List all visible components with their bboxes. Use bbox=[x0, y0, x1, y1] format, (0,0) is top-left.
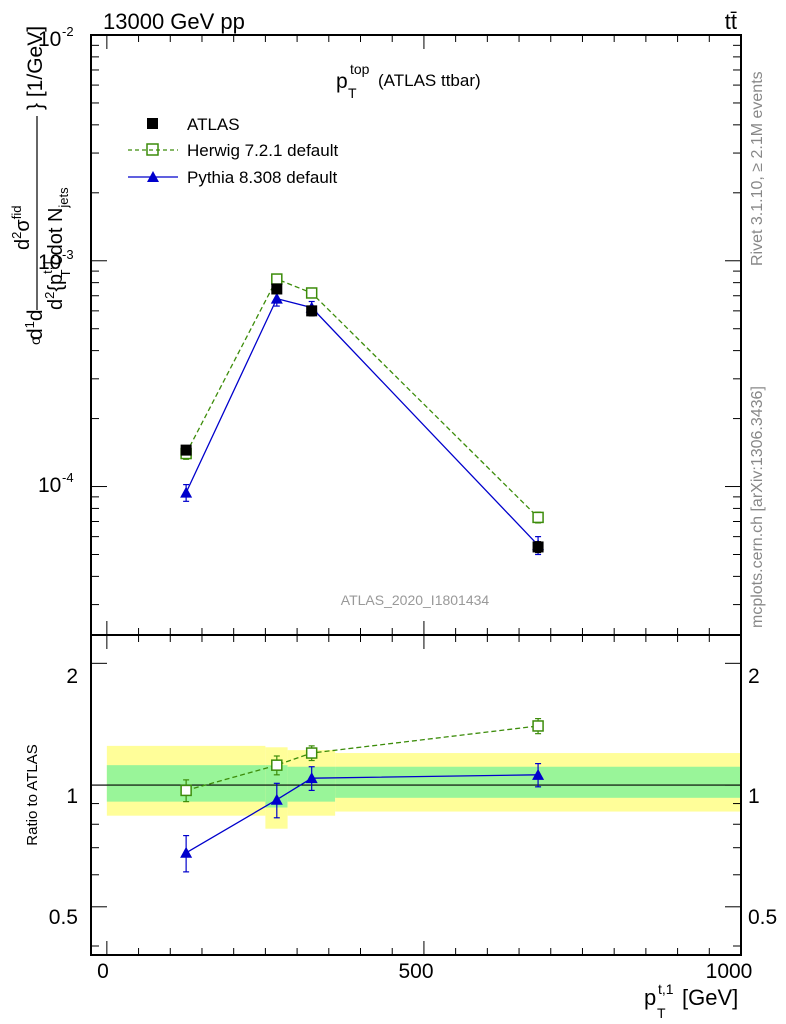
pythia-ratio-point-2 bbox=[305, 772, 318, 784]
ylabel-d2: d bbox=[24, 309, 47, 321]
ylabel-2a: 2 bbox=[9, 232, 24, 239]
rivet-label: Rivet 3.1.10, ≥ 2.1M events bbox=[749, 71, 766, 266]
ylabel-sigma-fraction: σ bbox=[27, 336, 43, 345]
ylabel-1: 1 bbox=[22, 321, 37, 328]
ratio-panel-frame bbox=[90, 634, 742, 956]
pythia-point-0 bbox=[180, 486, 193, 498]
atlas-point-2 bbox=[306, 305, 318, 317]
ylabel-t1: t,1 bbox=[40, 259, 55, 273]
xlabel-sup: t,1 bbox=[658, 981, 674, 997]
svg-text:10: 10 bbox=[38, 474, 61, 497]
ratio-tick-label-0.5-right: 0.5 bbox=[748, 906, 777, 929]
pythia-ratio-point-1 bbox=[270, 793, 283, 805]
ylabel-T: T bbox=[58, 269, 73, 277]
pythia-point-1 bbox=[270, 292, 283, 304]
legend-marker-herwig bbox=[146, 143, 159, 156]
herwig-ratio-line bbox=[185, 725, 539, 792]
legend-label-atlas: ATLAS bbox=[187, 115, 240, 134]
svg-text:-4: -4 bbox=[62, 470, 74, 485]
energy-label: 13000 GeV pp bbox=[103, 9, 245, 34]
pythia-ratio-point-3 bbox=[532, 768, 545, 780]
mcplots-label: mcplots.cern.ch [arXiv:1306.3436] bbox=[749, 386, 766, 628]
ratio-tick-label-0.5: 0.5 bbox=[49, 906, 78, 929]
ratio-tick-label-2: 2 bbox=[66, 665, 78, 688]
ylabel-sigma2: σ bbox=[12, 219, 34, 232]
ylabel-d4: d bbox=[45, 299, 67, 310]
legend-marker-atlas bbox=[147, 118, 158, 129]
x-tick-label-500: 500 bbox=[398, 960, 433, 983]
svg-text:d1d: d1d bbox=[22, 309, 47, 340]
ylabel-d1: d bbox=[24, 328, 47, 340]
ratio-tick-label-2-right: 2 bbox=[748, 665, 760, 688]
title-sub: T bbox=[348, 85, 357, 101]
xlabel-p: p bbox=[644, 985, 656, 1010]
plot-frames bbox=[90, 34, 742, 956]
xlabel-unit: [GeV] bbox=[682, 985, 738, 1010]
herwig-ratio-point-0 bbox=[180, 784, 192, 797]
pythia-ratio-point-0 bbox=[180, 846, 193, 858]
pythia-ratio-line bbox=[185, 774, 539, 854]
herwig-ratio-point-1 bbox=[271, 759, 283, 771]
legend-label-pythia: Pythia 8.308 default bbox=[187, 168, 338, 187]
y-axis-label: d1d σ d2σfid d2{pt,1 Tcdot Njets } [1/GeV… bbox=[9, 26, 73, 345]
svg-text:d2σfid: d2σfid bbox=[9, 206, 34, 250]
svg-text:-3: -3 bbox=[62, 247, 74, 262]
ylabel-cdot: cdot N bbox=[45, 208, 67, 266]
herwig-point-1 bbox=[271, 273, 283, 285]
ratio-tick-label-1-right: 1 bbox=[748, 785, 760, 808]
herwig-ratio-point-2 bbox=[305, 747, 318, 759]
pythia-line bbox=[185, 297, 539, 546]
legend-label-herwig: Herwig 7.2.1 default bbox=[187, 141, 338, 160]
legend: ATLAS Herwig 7.2.1 default Pythia 8.308 … bbox=[128, 115, 338, 187]
plot-title: p top T (ATLAS ttbar) bbox=[336, 61, 481, 101]
main-panel-series bbox=[180, 273, 545, 556]
title-main: p bbox=[336, 70, 348, 93]
title-sup: top bbox=[350, 61, 370, 77]
x-axis-label: p t,1 T [GeV] bbox=[644, 981, 738, 1021]
svg-text:10: 10 bbox=[38, 251, 61, 274]
atlas-point-1 bbox=[271, 283, 283, 295]
y-tick-label-1e-4: 10 -4 bbox=[38, 470, 74, 497]
process-label: tt̄ bbox=[725, 9, 737, 34]
svg-text:10: 10 bbox=[38, 28, 61, 51]
ylabel-d3: d bbox=[12, 239, 34, 250]
herwig-point-3 bbox=[532, 511, 544, 524]
svg-text:-2: -2 bbox=[62, 24, 74, 39]
ylabel-unit: } [1/GeV] bbox=[24, 26, 47, 110]
ylabel-fid: fid bbox=[9, 206, 24, 220]
herwig-point-2 bbox=[305, 287, 318, 299]
title-rest: (ATLAS ttbar) bbox=[378, 71, 481, 90]
herwig-ratio-point-3 bbox=[532, 720, 544, 732]
xlabel-sub: T bbox=[657, 1005, 666, 1021]
atlas-point-0 bbox=[180, 444, 192, 456]
ylabel-2b: 2 bbox=[42, 292, 57, 299]
x-tick-label-0: 0 bbox=[97, 960, 109, 983]
y-tick-label-1e-2: 10 -2 bbox=[38, 24, 74, 51]
ratio-y-axis-label: Ratio to ATLAS bbox=[24, 744, 41, 845]
ylabel-sigma: σ bbox=[27, 336, 43, 345]
ylabel-jets: jets bbox=[56, 187, 71, 209]
analysis-tag: ATLAS_2020_I1801434 bbox=[341, 592, 490, 608]
y-tick-label-1e-3: 10 -3 bbox=[38, 247, 74, 274]
ratio-tick-label-1: 1 bbox=[66, 785, 78, 808]
x-tick-label-1000: 1000 bbox=[706, 960, 753, 983]
legend-marker-pythia bbox=[147, 171, 159, 182]
herwig-line bbox=[185, 278, 539, 518]
atlas-point-3 bbox=[532, 541, 544, 553]
ylabel-brace-p: {p bbox=[45, 274, 67, 292]
ratio-panel-series bbox=[180, 717, 545, 873]
